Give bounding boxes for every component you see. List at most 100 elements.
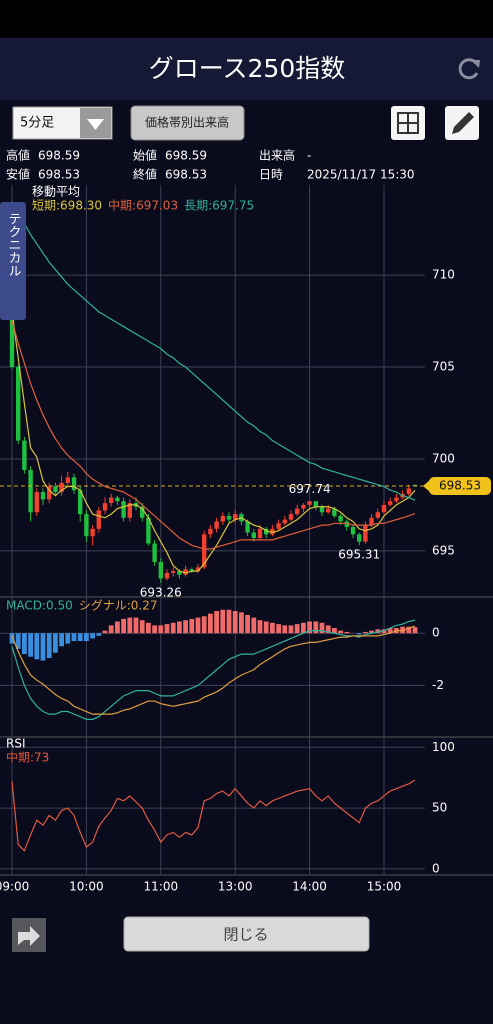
x-tick-label: 13:00 (218, 880, 253, 894)
x-tick-label: 10:00 (69, 880, 104, 894)
candle-body (357, 534, 362, 542)
macd-histogram-bar (257, 620, 263, 634)
series-line (11, 311, 416, 574)
candle-body (189, 569, 194, 572)
info-value: 698.53 (165, 168, 207, 182)
macd-histogram-bar (115, 621, 120, 634)
macd-histogram-bar (226, 609, 232, 634)
x-tick-label: 15:00 (367, 880, 402, 894)
y-tick-label: 50 (432, 801, 447, 815)
y-tick-label: 0 (432, 626, 440, 640)
macd-histogram-bar (164, 624, 170, 634)
macd-histogram-bar (133, 617, 139, 634)
interval-dropdown[interactable]: 5分足 (12, 106, 113, 140)
legend-entry: 長期:697.75 (184, 199, 254, 213)
macd-histogram-bar (59, 633, 64, 647)
candle-body (233, 514, 238, 520)
layout-button[interactable] (391, 106, 425, 140)
info-label: 出来高 (259, 148, 295, 163)
info-value: 698.53 (38, 168, 80, 182)
candle-body (171, 571, 176, 573)
macd-histogram-bar (344, 631, 350, 634)
candle-body (34, 492, 39, 513)
macd-histogram-bar (15, 633, 21, 649)
chart-area: 09:00 10:00 11:00 13:00 14:00 15:00 695 700 705 7… (0, 185, 493, 894)
candle-body (245, 521, 250, 533)
macd-histogram-bar (170, 622, 176, 634)
candle-body (177, 571, 182, 575)
tab-label: テクニカル (6, 212, 21, 277)
macd-histogram-bar (276, 624, 281, 634)
candle-body (16, 367, 21, 441)
macd-histogram-bar (245, 614, 250, 634)
macd-histogram-bar (189, 618, 195, 634)
x-tick-label: 09:00 (0, 880, 29, 894)
back-icon-button[interactable] (12, 918, 46, 952)
extreme-label: 697.74 (289, 482, 331, 496)
info-panel: 高値 698.59 始値 698.59 出来高 - 安値 698.53 終値 698.53 日時 20… (6, 148, 415, 182)
macd-histogram-bar (28, 633, 33, 657)
macd-histogram-bar (232, 611, 238, 634)
macd-histogram-bar (96, 633, 102, 636)
candle-body (78, 490, 83, 515)
candle-body (22, 440, 27, 470)
macd-histogram-bar (239, 612, 244, 634)
info-value: - (307, 149, 311, 163)
button-box (123, 916, 370, 952)
candle-body (381, 504, 387, 513)
y-tick-label: 710 (432, 268, 455, 282)
macd-histogram-bar (139, 620, 145, 634)
info-value: 2025/11/17 15:30 (307, 168, 415, 182)
last-price-tag (429, 476, 491, 495)
technical-tab[interactable]: テクニカル (0, 202, 26, 320)
macd-histogram-bar (84, 633, 89, 642)
last-price-pointer (423, 479, 430, 492)
candle-body (164, 572, 170, 579)
legend-entry: 中期:697.03 (108, 198, 178, 213)
candle-body (301, 504, 306, 509)
header-bar (0, 38, 493, 100)
candle-body (220, 515, 225, 522)
candle-body (264, 528, 269, 535)
macd-histogram-bar (77, 633, 83, 642)
refresh-button[interactable] (458, 58, 480, 80)
refresh-icon (458, 58, 479, 80)
candle-body (276, 523, 281, 529)
candle-body (214, 521, 219, 529)
macd-histogram-bar (363, 631, 368, 634)
candle-body (251, 532, 256, 539)
close-button[interactable]: 閉じる (123, 916, 370, 952)
y-tick-label: 695 (432, 543, 455, 557)
candle-body (9, 304, 15, 368)
legend-entry: MACD:0.50 (6, 599, 73, 613)
macd-histogram-bar (325, 625, 331, 634)
y-tick-label: 100 (432, 740, 455, 754)
draw-button[interactable] (445, 106, 479, 140)
macd-histogram-bar (251, 617, 257, 634)
macd-histogram-bar (22, 633, 27, 655)
candle-body (28, 469, 33, 513)
candle-body (270, 528, 275, 535)
candle-body (338, 515, 343, 522)
candle-body (84, 514, 89, 537)
candle-body (313, 501, 318, 507)
candle-body (288, 514, 294, 520)
y-tick-label: 0 (432, 861, 440, 875)
candle-body (53, 486, 58, 493)
pencil-icon (452, 112, 474, 134)
macd-histogram-bar (356, 633, 362, 635)
y-tick-label: -2 (432, 678, 444, 692)
macd-histogram-bar (301, 622, 306, 634)
candle-body (282, 519, 287, 524)
macd-histogram-bar (152, 625, 157, 634)
volume-button[interactable]: 価格帯別出来高 (130, 105, 245, 141)
macd-histogram-bar (53, 633, 58, 653)
series-line (11, 320, 416, 550)
candle-body (183, 569, 188, 575)
macd-histogram-bar (214, 611, 219, 634)
macd-histogram-bar (108, 625, 114, 634)
macd-histogram-bar (381, 629, 387, 634)
panel-title: RSI (6, 737, 26, 751)
